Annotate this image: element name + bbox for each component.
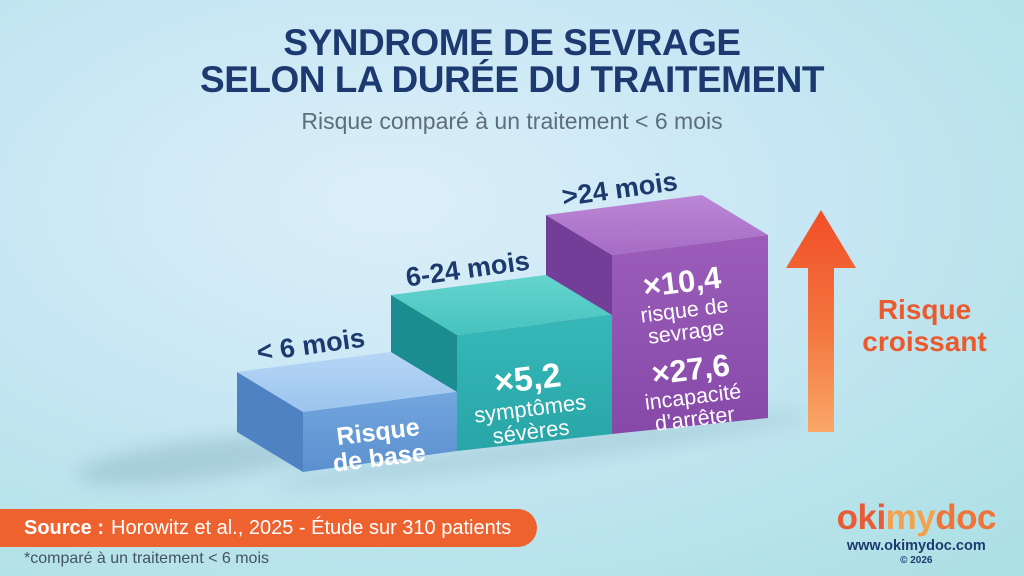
bar-under6-front-face [303, 392, 457, 472]
source-prefix: Source : [24, 516, 105, 539]
rising-risk-label: Risque croissant [842, 294, 1007, 358]
bar-6-24-top-face [391, 275, 612, 335]
bar-under6-top-face [237, 352, 457, 412]
source-text: Horowitz et al., 2025 - Étude sur 310 pa… [111, 516, 512, 539]
branding: okimydoc www.okimydoc.com © 2026 [836, 498, 997, 566]
page-title-line1: SYNDROME DE SEVRAGE [283, 22, 741, 63]
header: SYNDROME DE SEVRAGE SELON LA DURÉE DU TR… [0, 24, 1024, 135]
source-banner: Source : Horowitz et al., 2025 - Étude s… [0, 509, 538, 547]
logo-part-oki: oki [836, 498, 887, 537]
logo: okimydoc [836, 498, 997, 537]
ground-shadow-left [75, 434, 325, 486]
website-url: www.okimydoc.com [846, 538, 986, 554]
rising-risk-label-line1: Risque [877, 294, 972, 325]
page-title-line2: SELON LA DURÉE DU TRAITEMENT [200, 59, 824, 100]
rising-risk-arrow-icon [786, 210, 856, 432]
ground-shadow-bars [272, 412, 808, 488]
logo-part-doc: doc [935, 498, 996, 537]
bar-24plus-top-face [546, 195, 768, 255]
copyright: © 2026 [900, 555, 933, 566]
bar-24plus-front-face [612, 235, 768, 434]
bar-6-24-front-face [457, 315, 612, 451]
page-subtitle: Risque comparé à un traitement < 6 mois [301, 108, 723, 134]
rising-risk-label-line2: croissant [862, 326, 987, 358]
bar-under6-side-face [237, 372, 303, 472]
bar-6-24-multiplier: ×5,2 [492, 356, 563, 402]
bar-under6-months [237, 352, 457, 472]
logo-part-my: my [885, 498, 936, 537]
footnote: *comparé à un traitement < 6 mois [24, 550, 270, 567]
